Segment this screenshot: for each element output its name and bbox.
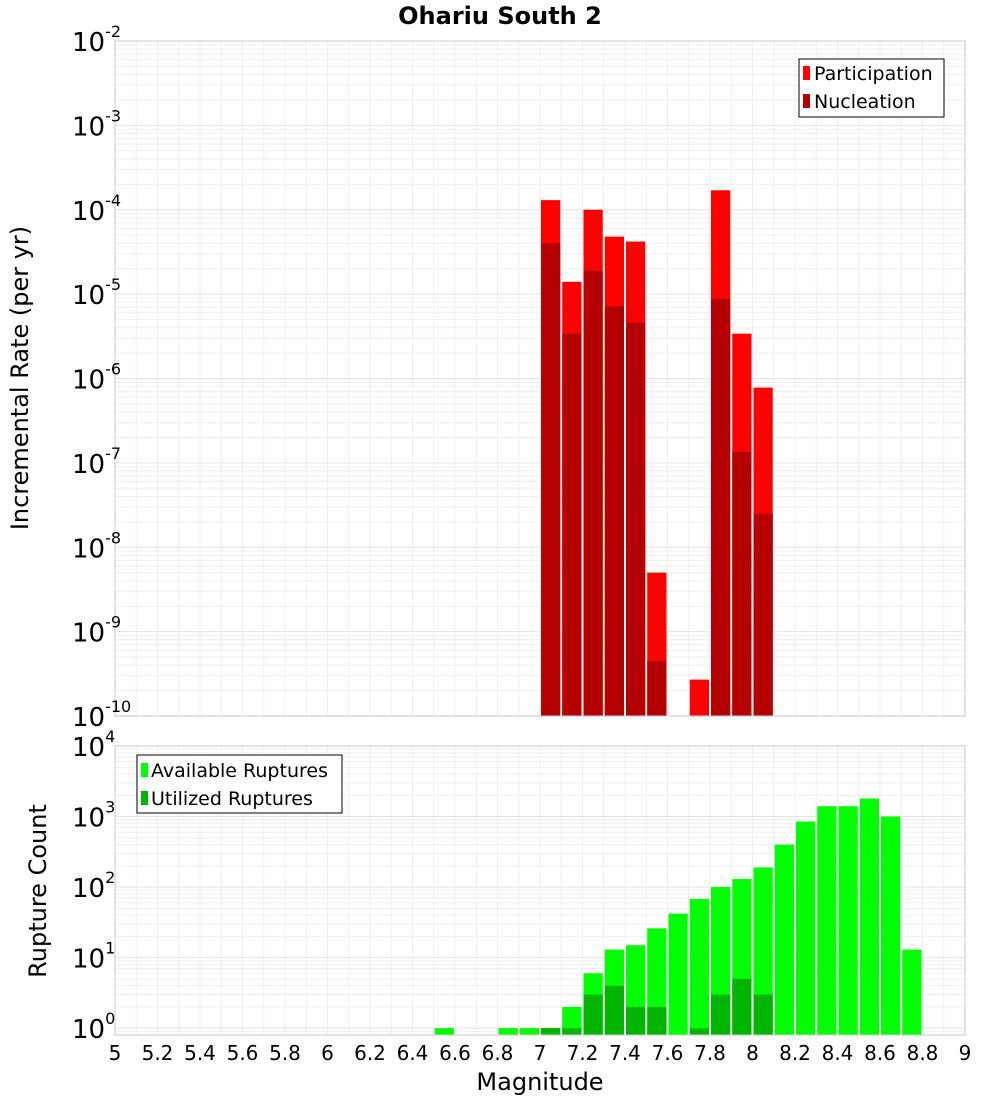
bar-nucleation [541, 243, 561, 717]
y-tick-label: 103 [72, 798, 115, 834]
x-tick-label: 7.2 [567, 1041, 599, 1065]
y-tick-label: 10-7 [72, 444, 121, 480]
bar-utilized-ruptures [626, 1006, 646, 1035]
legend-label-available-ruptures: Available Ruptures [151, 760, 328, 782]
x-tick-label: 7.4 [609, 1041, 641, 1065]
top-plot-frame [114, 40, 966, 717]
x-tick-label: 6.6 [439, 1041, 471, 1065]
y-tick-label: 10-6 [72, 360, 121, 396]
bar-available-ruptures [434, 1028, 454, 1035]
bar-nucleation [562, 333, 582, 716]
legend-label-nucleation: Nucleation [814, 91, 916, 113]
bar-utilized-ruptures [647, 1006, 667, 1035]
bar-nucleation [626, 322, 646, 716]
x-tick-label: 6.8 [482, 1041, 514, 1065]
bar-available-ruptures [881, 816, 901, 1035]
legend-swatch-nucleation [803, 94, 810, 108]
bottom-x-tick-labels: 5 5.2 5.4 5.6 5.8 6 6.2 6.4 6.6 6.8 7 7.2 7.4 7.6 7.8 8… [109, 1041, 972, 1065]
bar-nucleation [647, 660, 667, 716]
y-tick-label: 10-4 [72, 191, 121, 227]
bar-utilized-ruptures [689, 1028, 709, 1035]
bar-nucleation [604, 306, 624, 716]
x-tick-label: 8 [746, 1041, 759, 1065]
legend-swatch-participation [803, 66, 810, 80]
bottom-y-tick-labels: 104 103 102 101 100 [72, 727, 115, 1045]
bar-available-ruptures [902, 949, 922, 1035]
x-axis-label: Magnitude [476, 1068, 603, 1096]
x-tick-label: 6.2 [354, 1041, 386, 1065]
bar-available-ruptures [838, 806, 858, 1035]
top-y-axis-label: Incremental Rate (per yr) [6, 226, 34, 530]
bar-available-ruptures [796, 821, 816, 1035]
bar-nucleation [753, 513, 773, 716]
x-tick-label: 5.8 [269, 1041, 301, 1065]
y-tick-label: 10-8 [72, 528, 121, 564]
legend-swatch-available-ruptures [141, 763, 148, 777]
bar-utilized-ruptures [753, 994, 773, 1035]
bar-participation [689, 679, 709, 716]
chart-title: Ohariu South 2 [398, 2, 602, 30]
x-tick-label: 8.6 [864, 1041, 896, 1065]
bottom-plot-frame [114, 745, 966, 1036]
top-gridlines [114, 40, 966, 717]
legend-label-participation: Participation [814, 63, 933, 85]
y-tick-label: 10-2 [72, 22, 121, 58]
bar-available-ruptures [668, 913, 688, 1035]
bar-nucleation [732, 451, 752, 716]
x-tick-label: 8.4 [822, 1041, 854, 1065]
x-tick-label: 5 [109, 1041, 122, 1065]
legend-label-utilized-ruptures: Utilized Ruptures [151, 788, 313, 810]
bar-available-ruptures [817, 806, 837, 1035]
bar-available-ruptures [498, 1028, 518, 1035]
x-tick-label: 5.6 [227, 1041, 259, 1065]
y-tick-label: 10-3 [72, 106, 121, 142]
top-legend-box [798, 58, 945, 118]
x-tick-label: 7.8 [694, 1041, 726, 1065]
bottom-legend-box [136, 754, 343, 814]
bar-utilized-ruptures [541, 1028, 561, 1035]
bottom-legend: Available Ruptures Utilized Ruptures [136, 754, 343, 814]
bar-nucleation [711, 298, 731, 716]
x-tick-label: 5.4 [184, 1041, 216, 1065]
bar-available-ruptures [859, 798, 879, 1035]
bottom-y-axis-label: Rupture Count [24, 804, 52, 978]
bar-nucleation [583, 270, 603, 716]
bar-available-ruptures [519, 1028, 539, 1035]
y-tick-label: 10-5 [72, 275, 121, 311]
y-tick-label: 102 [72, 868, 115, 904]
x-tick-label: 9 [959, 1041, 972, 1065]
y-tick-label: 10-9 [72, 613, 121, 649]
x-tick-label: 7.6 [652, 1041, 684, 1065]
x-tick-label: 7 [534, 1041, 547, 1065]
bar-utilized-ruptures [562, 1028, 582, 1035]
top-y-tick-labels: 10-2 10-3 10-4 10-5 10-6 10-7 10-8 10-9 10-10 [72, 22, 131, 733]
x-tick-label: 6 [321, 1041, 334, 1065]
x-tick-label: 5.2 [142, 1041, 174, 1065]
legend-swatch-utilized-ruptures [141, 791, 148, 805]
y-tick-label: 100 [72, 1009, 115, 1045]
top-legend: Participation Nucleation [798, 58, 945, 118]
bar-utilized-ruptures [604, 985, 624, 1035]
y-tick-label: 101 [72, 939, 115, 975]
y-tick-label: 104 [72, 727, 115, 763]
x-tick-label: 6.4 [397, 1041, 429, 1065]
bar-available-ruptures [562, 1006, 582, 1035]
top-bars [541, 190, 773, 717]
bar-available-ruptures [689, 898, 709, 1035]
bar-utilized-ruptures [583, 994, 603, 1035]
bar-utilized-ruptures [732, 978, 752, 1035]
y-tick-label: 10-10 [72, 697, 131, 733]
x-tick-label: 8.2 [779, 1041, 811, 1065]
x-tick-label: 8.8 [907, 1041, 939, 1065]
bar-available-ruptures [774, 844, 794, 1035]
bottom-bars [434, 798, 922, 1035]
bar-available-ruptures [753, 867, 773, 1035]
bar-utilized-ruptures [711, 994, 731, 1035]
